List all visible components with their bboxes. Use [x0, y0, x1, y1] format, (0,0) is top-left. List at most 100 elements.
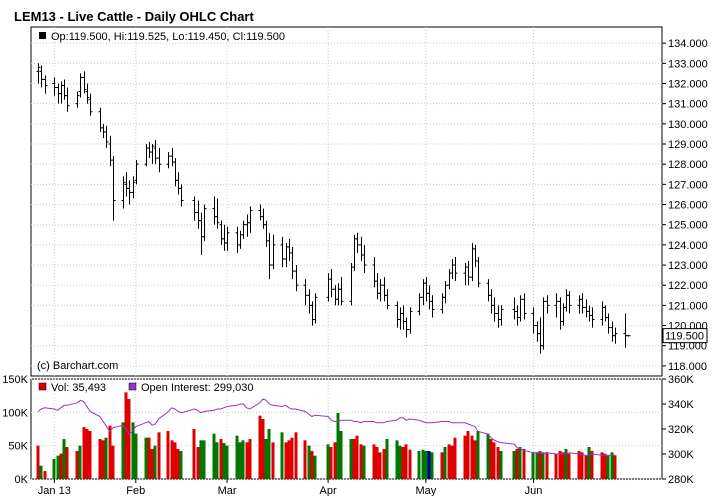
ohlc-bar [613, 327, 618, 344]
volume-bar [75, 451, 79, 479]
volume-bar [600, 452, 604, 479]
ohlc-bar [290, 246, 295, 280]
volume-bar [564, 449, 568, 479]
volume-bar [613, 455, 617, 479]
volume-bar [561, 452, 565, 479]
ohlc-bar [121, 176, 126, 209]
volume-bar [144, 437, 148, 479]
ohlc-bar [430, 295, 435, 318]
ohlc-bar [492, 297, 497, 322]
volume-bar [417, 451, 421, 479]
volume-bar [264, 439, 268, 479]
volume-tick-label: 100K [2, 407, 28, 419]
ohlc-bar [355, 232, 360, 253]
volume-tick-label: 150K [2, 374, 28, 386]
ohlc-bar [531, 307, 536, 334]
ohlc-bar [52, 77, 57, 96]
price-tick-label: 124.000 [668, 240, 708, 252]
volume-bar [466, 431, 470, 479]
volume-bar [56, 455, 60, 479]
volume-bar [134, 433, 138, 479]
volume-bar [378, 452, 382, 479]
volume-bar [215, 442, 219, 479]
volume-bar [404, 444, 408, 479]
volume-bar [179, 451, 183, 479]
ohlc-bar [499, 305, 504, 326]
price-tick-label: 119.000 [668, 341, 707, 353]
ohlc-bar [453, 256, 458, 282]
volume-bar [65, 447, 69, 479]
volume-bar [590, 451, 594, 479]
volume-bar [531, 452, 535, 479]
price-panel: 118.000119.000120.000121.000122.000123.0… [30, 26, 708, 377]
ohlc-bar [241, 220, 246, 239]
ohlc-bar [134, 160, 139, 185]
volume-bar [88, 431, 92, 479]
price-tick-label: 125.000 [668, 220, 708, 232]
volume-bar [238, 442, 242, 479]
oi-tick-label: 300K [668, 449, 694, 461]
volume-bar [52, 459, 56, 479]
volume-bar [82, 427, 86, 479]
ohlc-bar [153, 139, 158, 165]
volume-bar [62, 439, 66, 479]
ohlc-bar [82, 71, 87, 94]
volume-bar [202, 440, 206, 479]
volume-bar [587, 447, 591, 479]
volume-bar [219, 439, 223, 479]
oi-tick-label: 340K [668, 399, 694, 411]
ohlc-bar [111, 156, 116, 221]
ohlc-bar [179, 184, 184, 207]
volume-bar [401, 447, 405, 479]
ohlc-bar [606, 313, 611, 334]
open-interest-line-group [37, 398, 616, 456]
volume-bar [336, 413, 340, 479]
volume-bar [124, 392, 128, 479]
volume-bar [261, 419, 265, 479]
volume-bar [470, 435, 474, 479]
volume-bar [235, 435, 239, 479]
last-price-box [662, 328, 708, 344]
volume-bar [199, 440, 203, 479]
ohlc-bar [580, 293, 585, 314]
volume-bar [499, 451, 503, 479]
volume-bar [43, 471, 47, 479]
volume-bar [150, 449, 154, 479]
ohlc-bar [378, 279, 383, 302]
volume-bar [153, 445, 157, 479]
volume-bar [284, 442, 288, 479]
volume-bar [463, 435, 467, 479]
ohlc-bar [408, 307, 413, 334]
ohlc-bar [215, 198, 220, 229]
ohlc-bar [545, 295, 550, 314]
ohlc-bar [339, 277, 344, 306]
volume-bar [333, 442, 337, 479]
volume-bar [108, 425, 112, 479]
legend-volume-text: Vol: 35,493 [51, 382, 106, 394]
volume-bar [59, 453, 63, 479]
volume-bar [447, 444, 451, 479]
volume-bar [104, 437, 108, 479]
volume-bar [192, 429, 196, 479]
legend-ohlc-swatch [39, 32, 46, 39]
volume-bar [176, 449, 180, 479]
volume-bar [359, 444, 363, 479]
ohlc-bar [267, 232, 272, 280]
volume-bar [222, 443, 226, 479]
volume-bar [443, 447, 447, 479]
volume-bar [352, 439, 356, 479]
volume-bar [39, 465, 43, 479]
volume-bar [558, 451, 562, 479]
volume-bar [492, 442, 496, 479]
oi-tick-label: 360K [668, 374, 694, 386]
ohlc-bar [39, 65, 44, 88]
volume-bar [157, 432, 161, 479]
ohlc-bar [78, 73, 83, 98]
legend-open-interest: Open Interest: 299,030 [128, 382, 254, 394]
price-bars [36, 63, 631, 354]
volume-bar [496, 447, 500, 479]
volume-bar [245, 442, 249, 479]
volume-bar [303, 440, 307, 479]
open-interest-axis-right: 280K 300K 320K 340K 360K [662, 374, 694, 486]
volume-bar [453, 437, 457, 479]
